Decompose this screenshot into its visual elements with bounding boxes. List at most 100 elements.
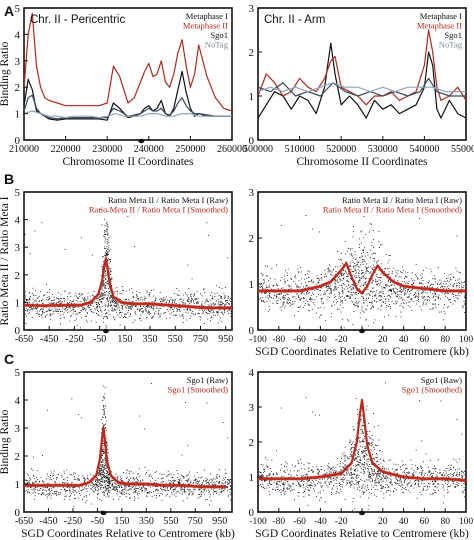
data-point bbox=[50, 303, 52, 305]
data-point bbox=[384, 301, 386, 303]
data-point bbox=[402, 298, 404, 300]
data-point bbox=[263, 283, 264, 285]
data-point bbox=[291, 464, 293, 466]
data-point bbox=[104, 294, 106, 296]
data-point bbox=[212, 482, 214, 484]
data-point bbox=[327, 286, 328, 287]
data-point bbox=[153, 295, 155, 297]
data-point bbox=[454, 283, 455, 285]
data-point bbox=[378, 241, 380, 243]
data-point bbox=[90, 308, 92, 310]
data-point bbox=[88, 485, 89, 487]
data-point bbox=[197, 300, 199, 302]
data-point bbox=[376, 297, 377, 299]
data-point bbox=[111, 309, 112, 311]
data-point bbox=[281, 302, 283, 304]
data-point bbox=[99, 481, 101, 483]
data-point bbox=[363, 284, 365, 286]
data-point bbox=[92, 305, 94, 307]
data-point bbox=[151, 289, 152, 291]
data-point bbox=[370, 476, 371, 477]
data-point bbox=[408, 472, 410, 474]
data-point bbox=[227, 437, 229, 439]
data-point bbox=[221, 311, 223, 313]
data-point bbox=[457, 297, 458, 299]
data-point bbox=[139, 475, 141, 477]
data-point bbox=[29, 491, 31, 493]
data-point bbox=[106, 473, 108, 474]
data-point bbox=[447, 280, 448, 282]
data-point bbox=[108, 247, 110, 249]
data-point bbox=[373, 252, 375, 254]
data-point bbox=[114, 301, 115, 302]
data-point bbox=[422, 303, 424, 305]
data-point bbox=[111, 296, 113, 297]
data-point bbox=[350, 289, 352, 291]
data-point bbox=[350, 486, 351, 488]
data-point bbox=[359, 277, 361, 279]
data-point bbox=[363, 450, 365, 452]
data-point bbox=[107, 226, 109, 227]
data-point bbox=[141, 311, 143, 312]
data-point bbox=[164, 486, 166, 488]
data-point bbox=[69, 489, 71, 491]
data-point bbox=[346, 276, 347, 277]
data-point bbox=[416, 479, 418, 481]
data-point bbox=[146, 493, 148, 494]
data-point bbox=[327, 486, 329, 488]
data-point bbox=[109, 269, 111, 271]
data-point bbox=[160, 301, 162, 302]
data-point bbox=[340, 304, 341, 306]
data-point bbox=[407, 485, 409, 487]
data-point bbox=[453, 286, 454, 288]
data-point bbox=[81, 486, 83, 488]
data-point bbox=[26, 473, 28, 475]
data-point bbox=[452, 293, 453, 295]
data-point bbox=[340, 490, 342, 492]
data-point bbox=[207, 482, 209, 483]
data-point bbox=[109, 286, 110, 288]
data-point bbox=[211, 478, 213, 480]
data-point bbox=[368, 442, 370, 443]
data-point bbox=[205, 477, 207, 479]
data-point bbox=[373, 260, 375, 262]
data-point bbox=[365, 271, 367, 273]
data-point bbox=[408, 296, 410, 297]
data-point bbox=[149, 491, 151, 493]
data-point bbox=[158, 308, 160, 309]
data-point bbox=[331, 271, 333, 273]
data-point bbox=[125, 472, 127, 474]
data-point bbox=[45, 311, 47, 313]
data-point bbox=[101, 266, 103, 267]
data-point bbox=[340, 272, 342, 274]
data-point bbox=[434, 278, 436, 279]
data-point bbox=[346, 280, 348, 282]
data-point bbox=[100, 309, 101, 311]
data-point bbox=[345, 484, 347, 486]
data-point bbox=[225, 295, 226, 297]
data-point bbox=[202, 313, 204, 314]
data-point bbox=[342, 466, 344, 468]
data-point bbox=[349, 296, 351, 298]
data-point bbox=[84, 481, 85, 483]
data-point bbox=[364, 464, 365, 466]
data-point bbox=[106, 252, 108, 254]
data-point bbox=[102, 261, 104, 262]
data-point bbox=[352, 262, 354, 263]
y-tick-label: 1 bbox=[15, 297, 21, 309]
data-point bbox=[186, 475, 188, 477]
data-point bbox=[106, 312, 108, 314]
data-point bbox=[268, 293, 270, 295]
data-point bbox=[363, 276, 364, 278]
data-point bbox=[53, 470, 55, 472]
data-point bbox=[336, 287, 338, 289]
data-point bbox=[38, 316, 40, 317]
data-point bbox=[395, 293, 396, 294]
data-point bbox=[400, 276, 402, 278]
data-point bbox=[290, 300, 291, 301]
data-point bbox=[340, 299, 342, 301]
data-point bbox=[422, 280, 424, 281]
data-point bbox=[73, 302, 75, 304]
data-point bbox=[139, 292, 141, 293]
data-point bbox=[464, 483, 466, 485]
